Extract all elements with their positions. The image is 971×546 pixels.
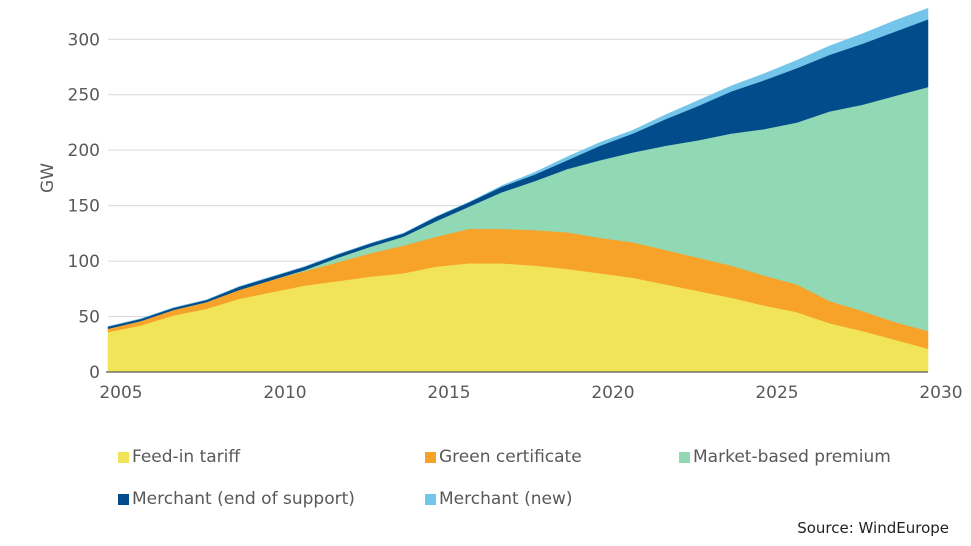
legend-item-feed-in-tariff: Feed-in tariff: [118, 447, 425, 467]
y-axis-label: GW: [38, 163, 58, 193]
series-areas: [107, 7, 929, 373]
x-tick-label: 2030: [919, 383, 962, 403]
x-tick-label: 2025: [755, 383, 798, 403]
x-tick-labels: 2005 2010 2015 2020 2025 2030: [99, 383, 962, 403]
legend-label: Merchant (end of support): [132, 489, 355, 509]
y-tick-label: 50: [78, 308, 100, 328]
legend-swatch: [679, 451, 690, 463]
legend-row-1: Feed-in tariff Green certificate Market-…: [118, 436, 958, 478]
y-tick-label: 150: [68, 197, 100, 217]
legend-item-green-certificate: Green certificate: [425, 447, 679, 467]
x-tick-label: 2005: [99, 383, 142, 403]
y-tick-label: 250: [68, 86, 100, 106]
legend-label: Green certificate: [439, 447, 582, 467]
y-tick-labels: 0 50 100 150 200 250 300: [68, 30, 100, 383]
y-tick-label: 300: [68, 30, 100, 50]
legend: Feed-in tariff Green certificate Market-…: [118, 436, 958, 520]
legend-item-merchant-end-of-support: Merchant (end of support): [118, 489, 425, 509]
legend-row-2: Merchant (end of support) Merchant (new): [118, 478, 958, 520]
area-merchant-new: [107, 7, 929, 327]
legend-swatch: [118, 451, 129, 463]
legend-label: Merchant (new): [439, 489, 573, 509]
x-tick-label: 2015: [427, 383, 470, 403]
source-note: Source: WindEurope: [797, 519, 949, 537]
x-tick-label: 2010: [263, 383, 306, 403]
y-tick-label: 100: [68, 252, 100, 272]
legend-swatch: [118, 493, 129, 505]
legend-item-merchant-new: Merchant (new): [425, 489, 573, 509]
legend-swatch: [425, 451, 436, 463]
legend-item-market-based-premium: Market-based premium: [679, 447, 891, 467]
y-tick-label: 200: [68, 141, 100, 161]
y-tick-label: 0: [89, 363, 100, 383]
legend-label: Feed-in tariff: [132, 447, 241, 467]
legend-swatch: [425, 493, 436, 505]
x-tick-label: 2020: [591, 383, 634, 403]
legend-label: Market-based premium: [693, 447, 891, 467]
